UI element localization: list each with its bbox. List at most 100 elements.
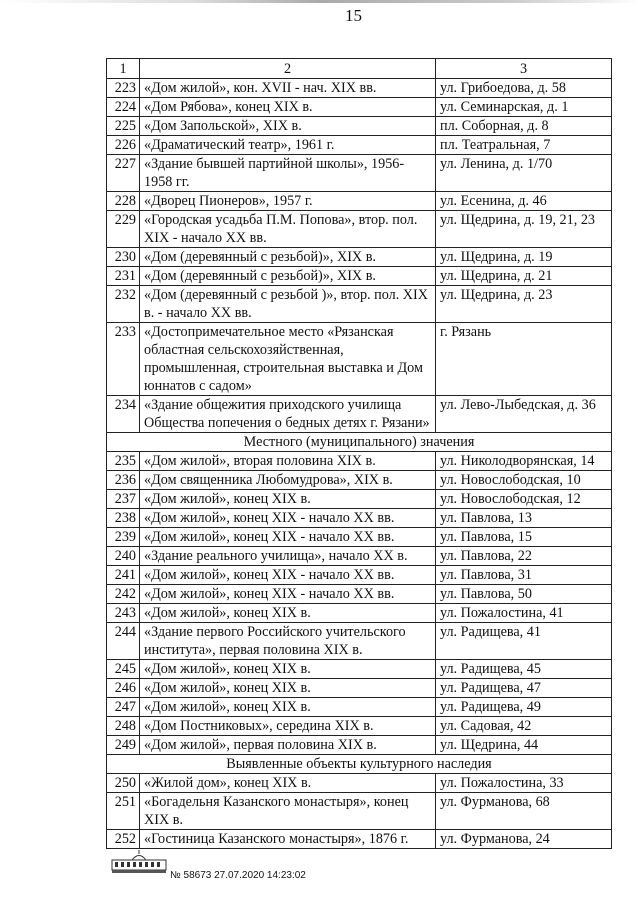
object-address: ул. Радищева, 41: [435, 622, 612, 660]
object-address: ул. Пожалостина, 33: [435, 773, 612, 793]
object-name: «Дом Запольской», XIX в.: [139, 116, 436, 136]
table-row: 233 «Достопримечательное место «Рязанская…: [106, 322, 612, 396]
row-number: 224: [106, 97, 140, 117]
table-row: 250 «Жилой дом», конец XIX в. ул. Пожалост…: [106, 773, 612, 793]
object-address: ул. Садовая, 42: [435, 716, 612, 736]
row-number: 235: [106, 451, 140, 471]
row-number: 225: [106, 116, 140, 136]
object-name: «Жилой дом», конец XIX в.: [139, 773, 436, 793]
object-address: пл. Соборная, д. 8: [435, 116, 612, 136]
object-address: ул. Щедрина, д. 19, 21, 23: [435, 210, 612, 248]
row-number: 223: [106, 78, 140, 98]
page-number: 15: [345, 6, 362, 25]
row-number: 244: [106, 622, 140, 660]
row-number: 234: [106, 395, 140, 433]
row-number: 236: [106, 470, 140, 490]
table-row: 242 «Дом жилой», конец XIX - начало XX вв…: [106, 584, 612, 604]
object-address: ул. Новослободская, 10: [435, 470, 612, 490]
row-number: 241: [106, 565, 140, 585]
object-address: ул. Семинарская, д. 1: [435, 97, 612, 117]
row-number: 226: [106, 135, 140, 155]
table-row: 225 «Дом Запольской», XIX в. пл. Соборная,…: [106, 116, 612, 136]
object-name: «Здание общежития приходского училища Об…: [139, 395, 436, 433]
table-row: 245 «Дом жилой», конец XIX в. ул. Радищева…: [106, 659, 612, 679]
object-address: ул. Павлова, 22: [435, 546, 612, 566]
table-row: 240 «Здание реального училища», начало XX…: [106, 546, 612, 566]
section-row: Местного (муниципального) значения: [106, 432, 612, 452]
registration-stamp: № 58673 27.07.2020 14:23:02: [170, 870, 306, 881]
object-address: ул. Щедрина, д. 21: [435, 266, 612, 286]
object-name: «Дом (деревянный с резьбой)», XIX в.: [139, 266, 436, 286]
table-row: 228 «Дворец Пионеров», 1957 г. ул. Есенина…: [106, 191, 612, 211]
object-name: «Дом Рябова», конец XIX в.: [139, 97, 436, 117]
table-row: 223 «Дом жилой», кон. XVII - нач. XIX вв.…: [106, 78, 612, 98]
object-name: «Драматический театр», 1961 г.: [139, 135, 436, 155]
object-name: «Богадельня Казанского монастыря», конец…: [139, 792, 436, 830]
row-number: 240: [106, 546, 140, 566]
object-address: ул. Грибоедова, д. 58: [435, 78, 612, 98]
object-address: ул. Павлова, 50: [435, 584, 612, 604]
table-row: 238 «Дом жилой», конец XIX - начало XX вв…: [106, 508, 612, 528]
row-number: 248: [106, 716, 140, 736]
row-number: 249: [106, 735, 140, 755]
table-row: 247 «Дом жилой», конец XIX в. ул. Радищева…: [106, 697, 612, 717]
object-address: ул. Ленина, д. 1/70: [435, 154, 612, 192]
row-number: 238: [106, 508, 140, 528]
table-row: 244 «Здание первого Российского учительск…: [106, 622, 612, 660]
object-address: ул. Пожалостина, 41: [435, 603, 612, 623]
monuments-table: 1 2 3 223 «Дом жилой», кон. XVII - нач. X…: [106, 58, 612, 849]
table-header-row: 1 2 3: [106, 58, 612, 79]
table-row: 236 «Дом священника Любомудрова», XIX в. у…: [106, 470, 612, 490]
row-number: 233: [106, 322, 140, 396]
column-header: 2: [139, 58, 436, 79]
row-number: 228: [106, 191, 140, 211]
row-number: 250: [106, 773, 140, 793]
table-row: 246 «Дом жилой», конец XIX в. ул. Радищева…: [106, 678, 612, 698]
object-name: «Дом жилой», конец XIX в.: [139, 659, 436, 679]
object-name: «Дом жилой», конец XIX в.: [139, 603, 436, 623]
object-name: «Дом жилой», конец XIX - начало XX вв.: [139, 508, 436, 528]
row-number: 232: [106, 285, 140, 323]
object-address: ул. Павлова, 15: [435, 527, 612, 547]
row-number: 230: [106, 247, 140, 267]
row-number: 227: [106, 154, 140, 192]
table-row: 239 «Дом жилой», конец XIX - начало XX вв…: [106, 527, 612, 547]
table-row: 234 «Здание общежития приходского училища…: [106, 395, 612, 433]
table-row: 235 «Дом жилой», вторая половина XIX в. ул…: [106, 451, 612, 471]
object-name: «Дворец Пионеров», 1957 г.: [139, 191, 436, 211]
object-name: «Здание реального училища», начало XX в.: [139, 546, 436, 566]
section-heading: Выявленные объекты культурного наследия: [106, 754, 612, 774]
row-number: 251: [106, 792, 140, 830]
object-address: ул. Новослободская, 12: [435, 489, 612, 509]
row-number: 246: [106, 678, 140, 698]
column-header: 3: [435, 58, 612, 79]
object-name: «Дом жилой», конец XIX в.: [139, 678, 436, 698]
object-name: «Дом жилой», первая половина XIX в.: [139, 735, 436, 755]
table-row: 227 «Здание бывшей партийной школы», 1956…: [106, 154, 612, 192]
table-row: 251 «Богадельня Казанского монастыря», ко…: [106, 792, 612, 830]
object-name: «Дом жилой», кон. XVII - нач. XIX вв.: [139, 78, 436, 98]
table-row: 252 «Гостиница Казанского монастыря», 187…: [106, 829, 612, 849]
object-address: ул. Есенина, д. 46: [435, 191, 612, 211]
object-address: ул. Радищева, 47: [435, 678, 612, 698]
row-number: 239: [106, 527, 140, 547]
object-name: «Гостиница Казанского монастыря», 1876 г…: [139, 829, 436, 849]
object-name: «Здание бывшей партийной школы», 1956-19…: [139, 154, 436, 192]
object-name: «Дом жилой», конец XIX - начало XX вв.: [139, 527, 436, 547]
section-heading: Местного (муниципального) значения: [106, 432, 612, 452]
section-row: Выявленные объекты культурного наследия: [106, 754, 612, 774]
object-address: ул. Щедрина, д. 19: [435, 247, 612, 267]
object-address: ул. Фурманова, 24: [435, 829, 612, 849]
table-row: 229 «Городская усадьба П.М. Попова», втор…: [106, 210, 612, 248]
table-row: 224 «Дом Рябова», конец XIX в. ул. Семинар…: [106, 97, 612, 117]
object-address: ул. Лево-Лыбедская, д. 36: [435, 395, 612, 433]
row-number: 242: [106, 584, 140, 604]
object-name: «Достопримечательное место «Рязанская об…: [139, 322, 436, 396]
object-address: ул. Фурманова, 68: [435, 792, 612, 830]
object-address: ул. Радищева, 45: [435, 659, 612, 679]
table-row: 248 «Дом Постниковых», середина XIX в. ул.…: [106, 716, 612, 736]
object-name: «Дом жилой», конец XIX - начало XX вв.: [139, 584, 436, 604]
object-address: ул. Щедрина, д. 23: [435, 285, 612, 323]
object-name: «Здание первого Российского учительского…: [139, 622, 436, 660]
object-name: «Дом священника Любомудрова», XIX в.: [139, 470, 436, 490]
